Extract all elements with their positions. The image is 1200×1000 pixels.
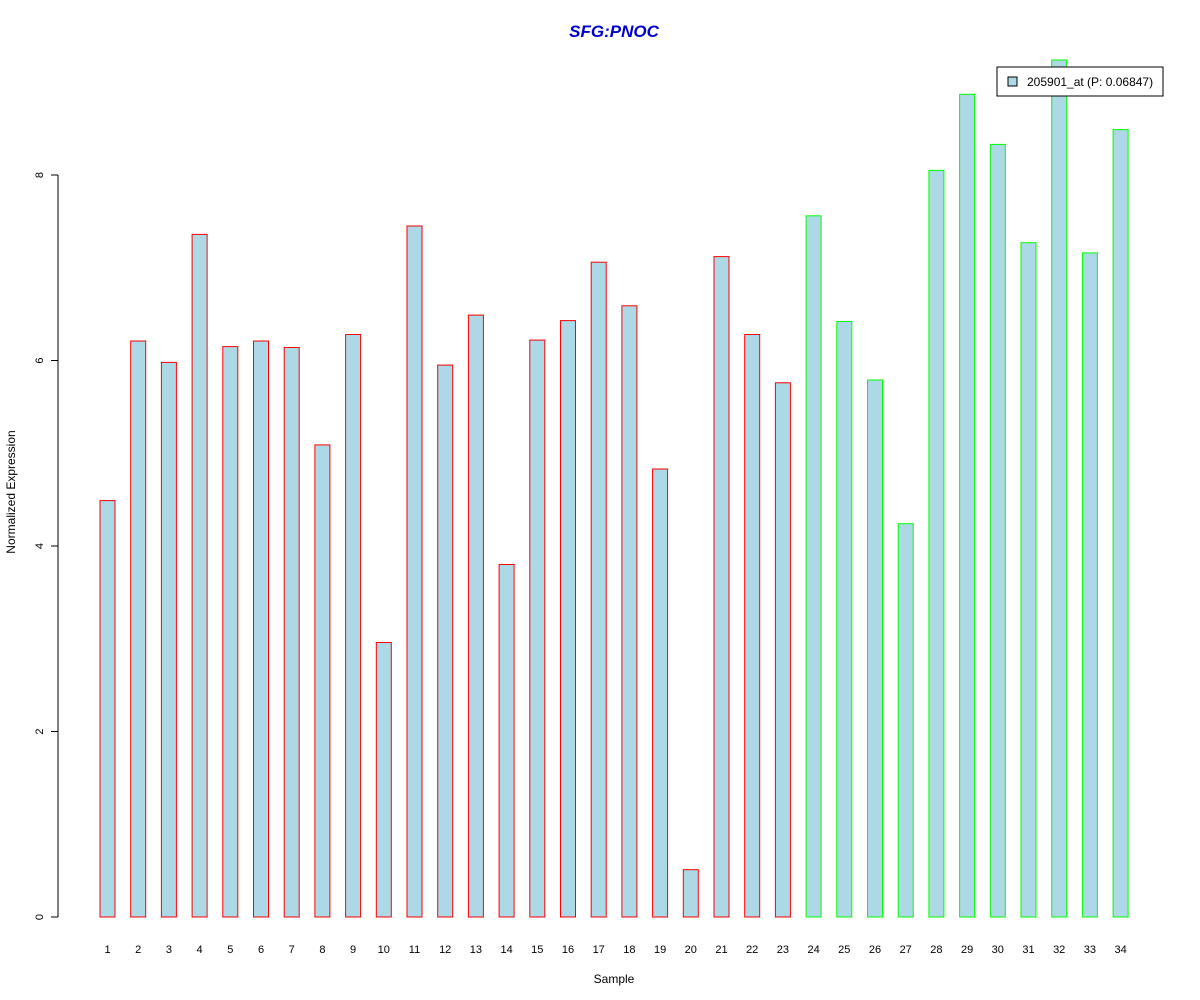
x-tick-label: 13 bbox=[470, 944, 482, 956]
x-tick-label: 18 bbox=[623, 944, 635, 956]
x-tick-label: 26 bbox=[869, 944, 881, 956]
x-tick-label: 6 bbox=[258, 944, 264, 956]
x-tick-label: 22 bbox=[746, 944, 758, 956]
bar-13 bbox=[467, 314, 484, 918]
x-tick-label: 11 bbox=[409, 944, 420, 956]
x-tick-label: 16 bbox=[562, 944, 574, 956]
x-tick-labels: 1 2 3 4 5 6 7 8 9 10 11 12 13 14 15 16 17 18 19 20 21 22 23 24 2… bbox=[104, 944, 1126, 956]
x-tick-label: 29 bbox=[961, 944, 973, 956]
bar-2 bbox=[130, 340, 147, 918]
x-tick-label: 17 bbox=[593, 944, 605, 956]
x-tick-label: 15 bbox=[531, 944, 543, 956]
x-tick-label: 2 bbox=[135, 944, 141, 956]
bar-4 bbox=[191, 233, 208, 918]
y-axis: 0 2 4 6 8 bbox=[34, 172, 59, 920]
bar-3 bbox=[160, 361, 177, 918]
bar-23 bbox=[774, 382, 791, 918]
x-tick-label: 9 bbox=[350, 944, 356, 956]
bar-18 bbox=[621, 305, 638, 918]
y-axis-label: Normalized Expression bbox=[4, 430, 18, 553]
bar-11 bbox=[406, 225, 423, 918]
x-tick-label: 1 bbox=[104, 944, 110, 956]
bar-7 bbox=[283, 347, 300, 918]
bar-1 bbox=[99, 500, 116, 918]
x-tick-label: 24 bbox=[807, 944, 819, 956]
bar-34 bbox=[1112, 129, 1129, 918]
y-tick-label: 4 bbox=[34, 543, 46, 549]
bar-33 bbox=[1081, 252, 1098, 918]
x-tick-label: 25 bbox=[838, 944, 850, 956]
x-tick-label: 20 bbox=[685, 944, 697, 956]
legend-swatch bbox=[1007, 76, 1018, 87]
bar-26 bbox=[867, 379, 883, 918]
bar-16 bbox=[560, 320, 576, 918]
x-tick-label: 7 bbox=[289, 944, 295, 956]
bar-12 bbox=[437, 364, 454, 918]
x-axis-label: Sample bbox=[594, 972, 635, 986]
x-tick-label: 28 bbox=[930, 944, 942, 956]
x-tick-label: 10 bbox=[378, 944, 390, 956]
chart-title: SFG:PNOC bbox=[569, 22, 659, 41]
bar-27 bbox=[897, 523, 914, 918]
x-tick-label: 27 bbox=[900, 944, 912, 956]
x-tick-label: 8 bbox=[319, 944, 325, 956]
bar-14 bbox=[498, 564, 515, 918]
x-tick-label: 19 bbox=[654, 944, 666, 956]
x-tick-label: 30 bbox=[992, 944, 1004, 956]
bar-25 bbox=[836, 321, 853, 918]
x-tick-label: 32 bbox=[1053, 944, 1065, 956]
x-tick-label: 3 bbox=[166, 944, 172, 956]
x-tick-label: 31 bbox=[1022, 944, 1034, 956]
bar-10 bbox=[375, 642, 392, 918]
bar-28 bbox=[928, 169, 945, 918]
bar-9 bbox=[345, 334, 362, 918]
bar-22 bbox=[744, 334, 761, 918]
x-tick-label: 23 bbox=[777, 944, 789, 956]
bar-8 bbox=[314, 444, 331, 918]
y-tick-label: 8 bbox=[34, 172, 46, 178]
bar-24 bbox=[805, 215, 822, 918]
y-tick-label: 6 bbox=[34, 357, 46, 363]
legend-box bbox=[996, 66, 1164, 97]
bar-30 bbox=[989, 143, 1006, 918]
y-tick-label: 2 bbox=[34, 728, 46, 734]
x-tick-label: 33 bbox=[1084, 944, 1096, 956]
bars-group bbox=[99, 59, 1129, 918]
bar-32 bbox=[1051, 59, 1068, 918]
legend: 205901_at (P: 0.06847) bbox=[996, 66, 1164, 97]
x-tick-label: 12 bbox=[439, 944, 451, 956]
bar-21 bbox=[713, 256, 730, 918]
x-tick-label: 5 bbox=[227, 944, 233, 956]
legend-label: 205901_at (P: 0.06847) bbox=[1027, 75, 1153, 89]
bar-20 bbox=[682, 869, 699, 918]
bar-5 bbox=[222, 346, 239, 918]
bar-29 bbox=[959, 93, 976, 918]
y-tick-label: 0 bbox=[34, 914, 46, 920]
bar-15 bbox=[529, 339, 546, 918]
bar-6 bbox=[253, 340, 269, 918]
bar-31 bbox=[1020, 242, 1037, 918]
x-tick-label: 21 bbox=[715, 944, 727, 956]
bar-17 bbox=[590, 261, 607, 918]
x-tick-label: 14 bbox=[500, 944, 512, 956]
x-tick-label: 34 bbox=[1114, 944, 1126, 956]
bar-19 bbox=[652, 468, 669, 918]
x-tick-label: 4 bbox=[197, 944, 203, 956]
